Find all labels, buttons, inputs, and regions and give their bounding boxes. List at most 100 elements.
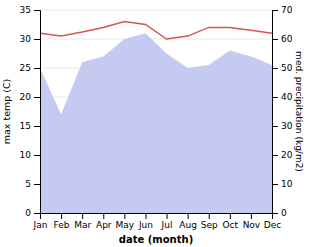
tick-label: 0 bbox=[281, 208, 287, 218]
y2-axis-title: med. precipitation (kg/m2) bbox=[294, 51, 304, 172]
y-axis: 0 5 10 15 20 25 30 35 bbox=[20, 5, 41, 218]
tick-label: 20 bbox=[281, 150, 293, 160]
tick-label: 5 bbox=[25, 179, 31, 189]
tick-label: Jun bbox=[138, 220, 153, 230]
tick-mark bbox=[209, 213, 210, 219]
tick-label: Jul bbox=[161, 220, 173, 230]
temperature-line bbox=[40, 22, 272, 39]
axis-line bbox=[273, 11, 279, 214]
tick-label: Mar bbox=[74, 220, 91, 230]
tick: 50 bbox=[272, 63, 293, 73]
precipitation-area bbox=[40, 33, 272, 213]
tick-mark bbox=[103, 213, 104, 219]
tick-mark bbox=[34, 39, 40, 40]
tick: Oct bbox=[223, 213, 239, 230]
tick: 20 bbox=[20, 92, 40, 102]
chart-svg: JanFebMarAprMayJunJulAugSepOctNovDec0510… bbox=[0, 0, 318, 247]
tick-label: 30 bbox=[281, 121, 293, 131]
tick: 20 bbox=[272, 150, 293, 160]
tick: 30 bbox=[20, 34, 40, 44]
tick: May bbox=[116, 213, 135, 230]
tick: Jul bbox=[161, 213, 173, 230]
tick: 60 bbox=[272, 34, 293, 44]
tick-label: 35 bbox=[20, 5, 31, 15]
tick: Jun bbox=[138, 213, 153, 230]
tick-mark bbox=[272, 10, 278, 11]
tick-mark bbox=[82, 213, 83, 219]
tick-mark bbox=[145, 213, 146, 219]
tick-label: 60 bbox=[281, 34, 293, 44]
tick: 35 bbox=[20, 5, 40, 15]
tick-label: 10 bbox=[281, 179, 293, 189]
tick: 10 bbox=[20, 150, 40, 160]
tick-mark bbox=[272, 68, 278, 69]
tick-label: Oct bbox=[223, 220, 239, 230]
tick-mark bbox=[124, 213, 125, 219]
tick-label: 25 bbox=[20, 63, 31, 73]
grid-line bbox=[40, 10, 272, 11]
tick-label: 30 bbox=[20, 34, 32, 44]
tick-mark bbox=[61, 213, 62, 219]
tick: Feb bbox=[54, 213, 70, 230]
tick: 5 bbox=[25, 179, 40, 189]
tick-label: Apr bbox=[96, 220, 112, 230]
tick-mark bbox=[272, 39, 278, 40]
tick: Dec bbox=[264, 213, 281, 230]
tick-label: Feb bbox=[54, 220, 70, 230]
x-axis-title: date (month) bbox=[119, 234, 193, 245]
y-axis-title: max temp (C) bbox=[1, 79, 12, 145]
tick-label: 20 bbox=[20, 92, 32, 102]
tick-mark bbox=[272, 97, 278, 98]
tick-label: 10 bbox=[20, 150, 32, 160]
tick-label: Sep bbox=[201, 220, 218, 230]
tick-mark bbox=[230, 213, 231, 219]
axis-line bbox=[41, 214, 273, 220]
tick-label: Aug bbox=[179, 220, 197, 230]
tick: 70 bbox=[272, 5, 293, 15]
tick-mark bbox=[272, 184, 278, 185]
tick-label: 0 bbox=[25, 208, 31, 218]
tick-mark bbox=[34, 126, 40, 127]
grid-line bbox=[40, 39, 272, 40]
tick: 30 bbox=[272, 121, 293, 131]
tick: Apr bbox=[96, 213, 112, 230]
chart-container: JanFebMarAprMayJunJulAugSepOctNovDec0510… bbox=[0, 0, 318, 247]
tick-mark bbox=[34, 155, 40, 156]
tick-label: 50 bbox=[281, 63, 293, 73]
tick-mark bbox=[272, 126, 278, 127]
plot-root: JanFebMarAprMayJunJulAugSepOctNovDec0510… bbox=[1, 5, 304, 245]
tick: Jan bbox=[33, 213, 48, 230]
y2-axis: 0 10 20 30 40 50 60 70 bbox=[272, 5, 293, 218]
tick-mark bbox=[34, 68, 40, 69]
tick-mark bbox=[34, 213, 40, 214]
tick: 15 bbox=[20, 121, 40, 131]
tick: Sep bbox=[201, 213, 218, 230]
tick-mark bbox=[272, 213, 278, 214]
tick-label: May bbox=[116, 220, 135, 230]
tick-label: 70 bbox=[281, 5, 293, 15]
tick-label: 15 bbox=[20, 121, 31, 131]
tick-label: Jan bbox=[33, 220, 48, 230]
tick: 10 bbox=[272, 179, 293, 189]
axis-line bbox=[34, 11, 41, 214]
tick: 25 bbox=[20, 63, 40, 73]
tick-mark bbox=[167, 213, 168, 219]
tick-label: Nov bbox=[243, 220, 261, 230]
tick-mark bbox=[188, 213, 189, 219]
tick: 0 bbox=[272, 208, 287, 218]
tick-mark bbox=[251, 213, 252, 219]
tick: 0 bbox=[25, 208, 40, 218]
grid bbox=[40, 10, 272, 213]
tick-mark bbox=[272, 155, 278, 156]
plot-area bbox=[40, 22, 272, 213]
tick-mark bbox=[34, 97, 40, 98]
tick-label: 40 bbox=[281, 92, 293, 102]
tick: Mar bbox=[74, 213, 91, 230]
tick-mark bbox=[34, 10, 40, 11]
x-axis: Jan Feb Mar Apr MayJun Jul Aug Sep Oct NovDec bbox=[33, 213, 282, 230]
tick: 40 bbox=[272, 92, 293, 102]
tick-label: Dec bbox=[264, 220, 281, 230]
tick: Nov bbox=[243, 213, 261, 230]
tick: Aug bbox=[179, 213, 197, 230]
tick-mark bbox=[34, 184, 40, 185]
